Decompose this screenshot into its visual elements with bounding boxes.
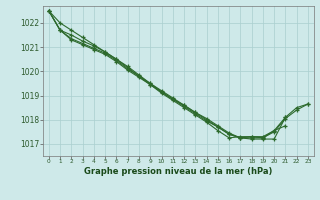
X-axis label: Graphe pression niveau de la mer (hPa): Graphe pression niveau de la mer (hPa) bbox=[84, 167, 273, 176]
